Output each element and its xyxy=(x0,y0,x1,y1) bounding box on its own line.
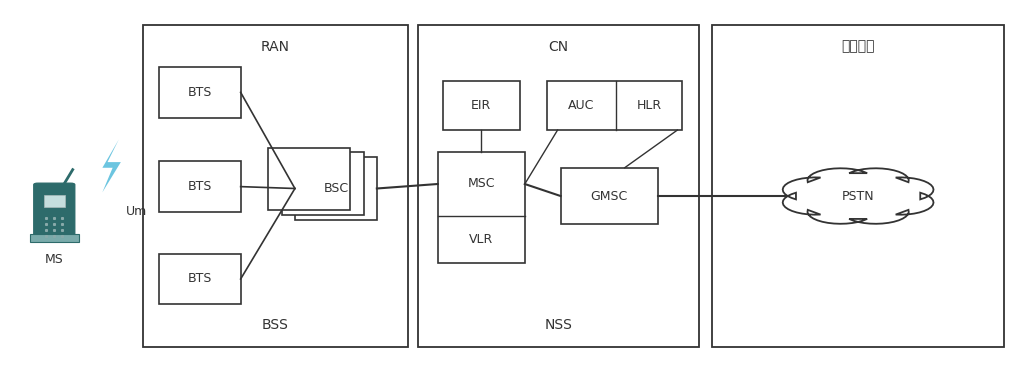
FancyBboxPatch shape xyxy=(282,152,364,215)
Text: BSS: BSS xyxy=(262,318,289,332)
Text: BTS: BTS xyxy=(187,86,212,99)
FancyBboxPatch shape xyxy=(30,234,79,242)
Polygon shape xyxy=(102,139,121,192)
Text: NSS: NSS xyxy=(545,318,572,332)
FancyBboxPatch shape xyxy=(418,25,699,347)
Text: MS: MS xyxy=(45,253,63,265)
Text: PSTN: PSTN xyxy=(842,190,874,202)
FancyBboxPatch shape xyxy=(159,161,241,212)
FancyBboxPatch shape xyxy=(547,81,682,130)
FancyBboxPatch shape xyxy=(712,25,1004,347)
Text: BTS: BTS xyxy=(187,180,212,193)
FancyBboxPatch shape xyxy=(159,67,241,118)
FancyBboxPatch shape xyxy=(159,253,241,305)
FancyBboxPatch shape xyxy=(442,81,519,130)
Text: VLR: VLR xyxy=(469,233,494,246)
Text: HLR: HLR xyxy=(637,99,662,112)
FancyBboxPatch shape xyxy=(268,147,350,210)
Text: EIR: EIR xyxy=(471,99,492,112)
Text: GMSC: GMSC xyxy=(591,190,628,202)
FancyBboxPatch shape xyxy=(44,195,65,207)
Text: RAN: RAN xyxy=(261,40,290,54)
Text: Um: Um xyxy=(126,205,147,218)
FancyBboxPatch shape xyxy=(34,183,75,235)
Polygon shape xyxy=(782,168,934,224)
FancyBboxPatch shape xyxy=(438,152,524,263)
FancyBboxPatch shape xyxy=(295,158,377,219)
Text: BSC: BSC xyxy=(324,182,348,195)
Text: MSC: MSC xyxy=(468,178,495,190)
Text: 外部网络: 外部网络 xyxy=(841,40,874,54)
FancyBboxPatch shape xyxy=(143,25,408,347)
Text: BTS: BTS xyxy=(187,273,212,285)
Text: AUC: AUC xyxy=(567,99,594,112)
Text: CN: CN xyxy=(549,40,568,54)
FancyBboxPatch shape xyxy=(561,168,657,224)
